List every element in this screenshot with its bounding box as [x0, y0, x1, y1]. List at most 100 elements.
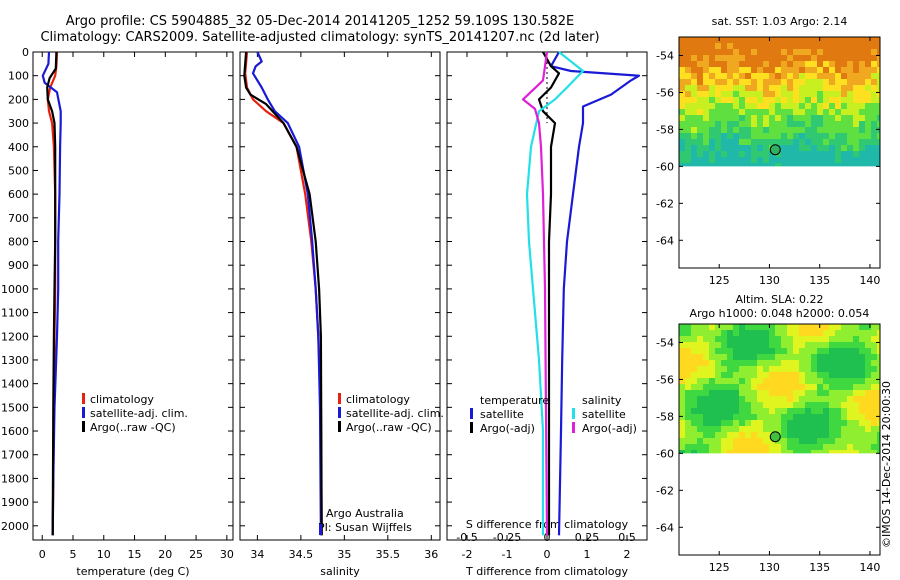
- map-cell: [829, 402, 835, 408]
- map-cell: [697, 85, 703, 91]
- map-cell: [847, 444, 853, 450]
- map-cell: [715, 408, 721, 414]
- map-cell: [733, 378, 739, 384]
- map-cell: [787, 49, 793, 55]
- map-cell: [817, 97, 823, 103]
- map-cell: [793, 414, 799, 420]
- map-cell: [835, 157, 841, 163]
- map-cell: [823, 348, 829, 354]
- map-cell: [841, 121, 847, 127]
- map-cell: [721, 121, 727, 127]
- map-cell: [739, 49, 745, 55]
- map-cell: [697, 402, 703, 408]
- map-cell: [691, 67, 697, 73]
- legend-label: climatology: [346, 393, 410, 406]
- map-cell: [805, 432, 811, 438]
- map-cell: [823, 157, 829, 163]
- map-cell: [847, 402, 853, 408]
- map-cell: [817, 145, 823, 151]
- map-cell: [691, 55, 697, 61]
- map-cell: [697, 55, 703, 61]
- map-cell: [865, 163, 871, 167]
- map-cell: [763, 103, 769, 109]
- map-cell: [763, 378, 769, 384]
- map-cell: [697, 73, 703, 79]
- map-cell: [877, 372, 880, 378]
- map-cell: [739, 378, 745, 384]
- map-cell: [721, 97, 727, 103]
- map-cell: [835, 139, 841, 145]
- map-cell: [751, 37, 757, 43]
- map-cell: [793, 49, 799, 55]
- map-cell: [841, 438, 847, 444]
- map-cell: [799, 366, 805, 372]
- map-cell: [763, 97, 769, 103]
- map-cell: [865, 151, 871, 157]
- map-cell: [859, 145, 865, 151]
- map-cell: [769, 330, 775, 336]
- map-cell: [865, 372, 871, 378]
- map-cell: [721, 426, 727, 432]
- map-cell: [745, 324, 751, 330]
- map-cell: [697, 438, 703, 444]
- map-cell: [877, 384, 880, 390]
- map-cell: [697, 49, 703, 55]
- map-cell: [715, 85, 721, 91]
- map-cell: [685, 73, 691, 79]
- map-cell: [709, 145, 715, 151]
- map-cell: [805, 390, 811, 396]
- map-cell: [691, 73, 697, 79]
- map-cell: [757, 444, 763, 450]
- map-cell: [859, 366, 865, 372]
- x-tick-label: 0: [544, 548, 551, 561]
- map-cell: [835, 354, 841, 360]
- map-cell: [775, 73, 781, 79]
- map-cell: [787, 426, 793, 432]
- x-tick-label: 25: [189, 548, 203, 561]
- map-cell: [865, 97, 871, 103]
- map-cell: [877, 73, 880, 79]
- map-cell: [703, 414, 709, 420]
- map-title-line-2: Argo h1000: 0.048 h2000: 0.054: [690, 307, 870, 320]
- map-cell: [727, 330, 733, 336]
- map-cell: [799, 103, 805, 109]
- legend-label: satellite: [480, 408, 524, 421]
- map-cell: [829, 378, 835, 384]
- map-cell: [703, 85, 709, 91]
- map-cell: [769, 121, 775, 127]
- map-cell: [877, 91, 880, 97]
- map-cell: [721, 354, 727, 360]
- map-cell: [721, 432, 727, 438]
- map-cell: [727, 420, 733, 426]
- map-cell: [775, 342, 781, 348]
- map-cell: [709, 414, 715, 420]
- map-cell: [721, 438, 727, 444]
- map-cell: [847, 426, 853, 432]
- map-cell: [799, 426, 805, 432]
- map-cell: [877, 366, 880, 372]
- y-tick-label: 1300: [1, 354, 29, 367]
- map-cell: [715, 450, 721, 454]
- map-cell: [841, 330, 847, 336]
- map-cell: [685, 109, 691, 115]
- map-cell: [859, 67, 865, 73]
- map-cell: [763, 133, 769, 139]
- map-cell: [709, 336, 715, 342]
- map-cell: [841, 163, 847, 167]
- map-cell: [799, 151, 805, 157]
- map-cell: [757, 79, 763, 85]
- map-cell: [691, 444, 697, 450]
- map-cell: [685, 139, 691, 145]
- map-cell: [745, 139, 751, 145]
- map-cell: [697, 372, 703, 378]
- map-cell: [709, 157, 715, 163]
- map-cell: [679, 414, 685, 420]
- map-cell: [685, 157, 691, 163]
- map-cell: [715, 43, 721, 49]
- map-cell: [679, 330, 685, 336]
- map-cell: [715, 109, 721, 115]
- y-tick-label: 900: [8, 259, 29, 272]
- map-cell: [781, 103, 787, 109]
- map-cell: [871, 324, 877, 330]
- map-cell: [697, 61, 703, 67]
